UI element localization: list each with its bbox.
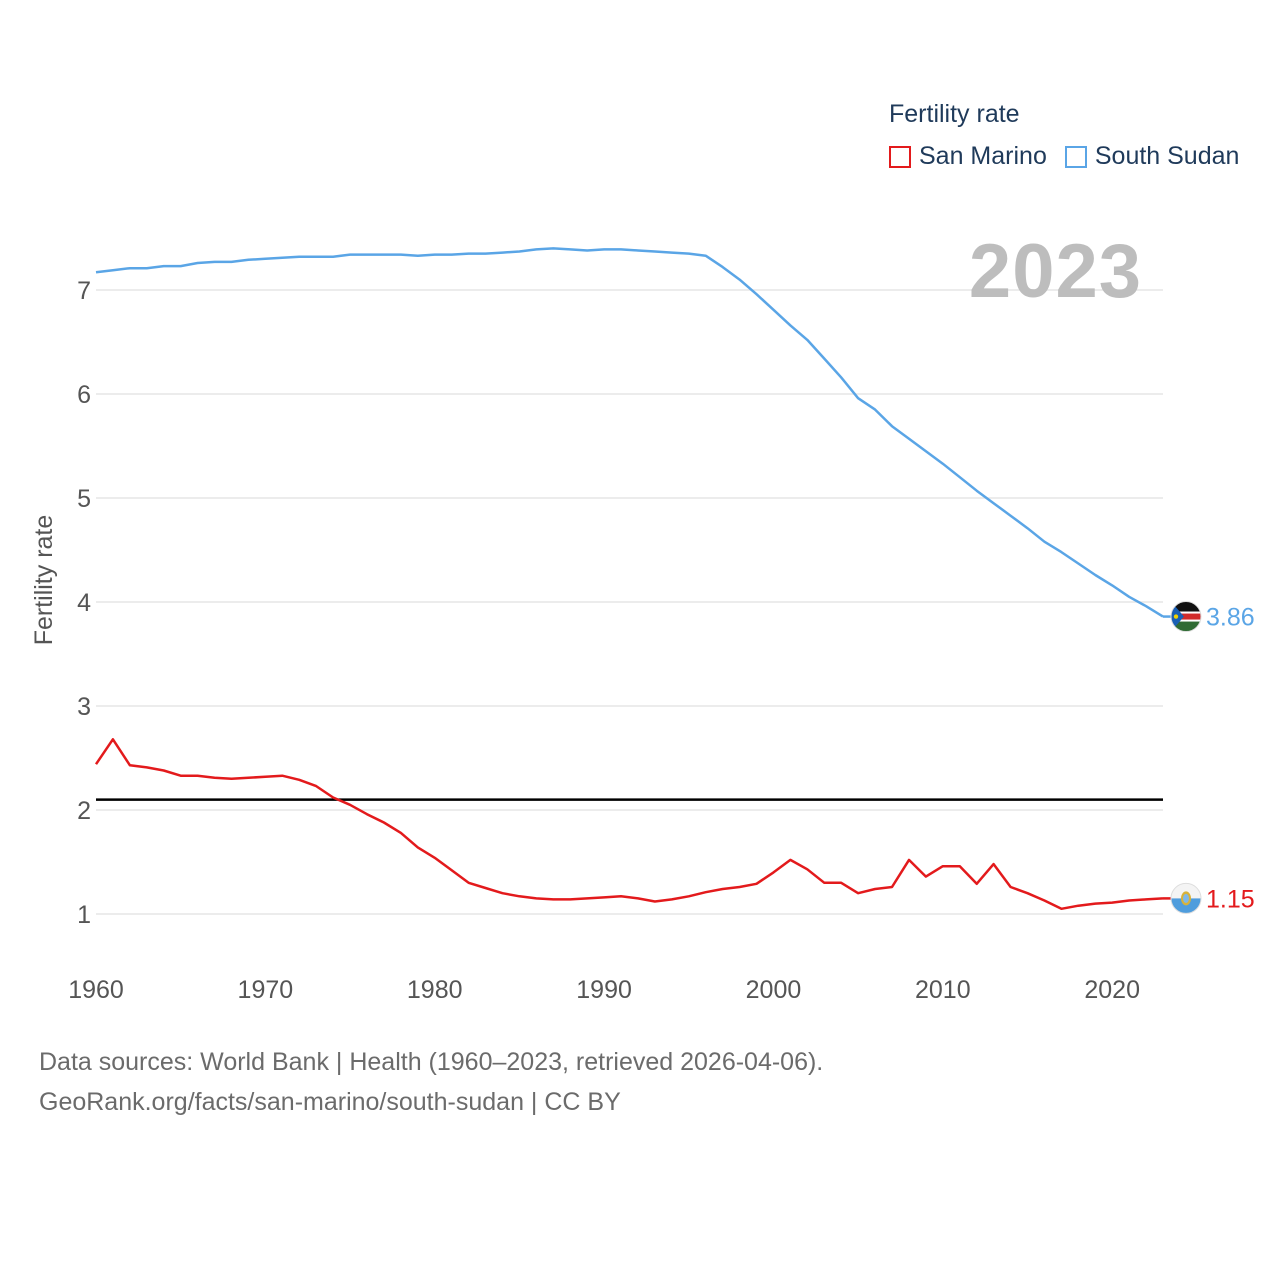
flag-san-marino-icon <box>1170 882 1202 914</box>
y-tick-label: 1 <box>77 901 91 929</box>
footer: Data sources: World Bank | Health (1960–… <box>39 1042 823 1122</box>
legend: San Marino South Sudan <box>889 142 1257 171</box>
y-axis-ticks: 1 2 3 4 5 6 7 <box>77 277 91 929</box>
legend-item-south-sudan[interactable]: South Sudan <box>1064 142 1240 171</box>
end-value-label-san-marino: 1.15 <box>1206 885 1255 913</box>
x-tick-label: 1980 <box>407 976 463 1004</box>
end-value-label-south-sudan: 3.86 <box>1206 604 1255 632</box>
x-tick-label: 2020 <box>1084 976 1140 1004</box>
flag-south-sudan-icon <box>1170 601 1202 633</box>
footer-sources: Data sources: World Bank | Health (1960–… <box>39 1048 824 1076</box>
y-tick-label: 5 <box>77 485 91 513</box>
x-axis-ticks: 1960 1970 1980 1990 2000 2010 2020 <box>68 976 1140 1004</box>
legend-swatch-south-sudan <box>1064 145 1087 168</box>
series-endpoints: 1.15 3.86 <box>1163 601 1255 914</box>
grid-lines <box>96 289 1163 915</box>
legend-label-san-marino: San Marino <box>919 142 1047 170</box>
y-tick-label: 3 <box>77 693 91 721</box>
x-tick-label: 2000 <box>746 976 802 1004</box>
footer-link[interactable]: GeoRank.org/facts/san-marino/south-sudan… <box>39 1088 621 1116</box>
series-line-south-sudan[interactable] <box>95 247 1164 618</box>
legend-swatch-san-marino <box>889 145 911 168</box>
y-axis-label: Fertility rate <box>30 515 58 646</box>
y-tick-label: 4 <box>77 589 91 617</box>
x-tick-label: 2010 <box>915 976 971 1004</box>
series-lines <box>94 247 1164 911</box>
x-tick-label: 1990 <box>576 976 632 1004</box>
legend-item-san-marino[interactable]: San Marino <box>889 142 1047 171</box>
y-tick-label: 2 <box>77 797 91 825</box>
legend-title: Fertility rate <box>889 100 1020 128</box>
x-tick-label: 1970 <box>238 976 294 1004</box>
year-label: 2023 <box>968 229 1142 314</box>
legend-label-south-sudan: South Sudan <box>1094 142 1240 170</box>
y-tick-label: 6 <box>77 381 91 409</box>
series-line-san-marino[interactable] <box>94 738 1164 911</box>
x-tick-label: 1960 <box>68 976 124 1004</box>
y-tick-label: 7 <box>77 277 91 305</box>
